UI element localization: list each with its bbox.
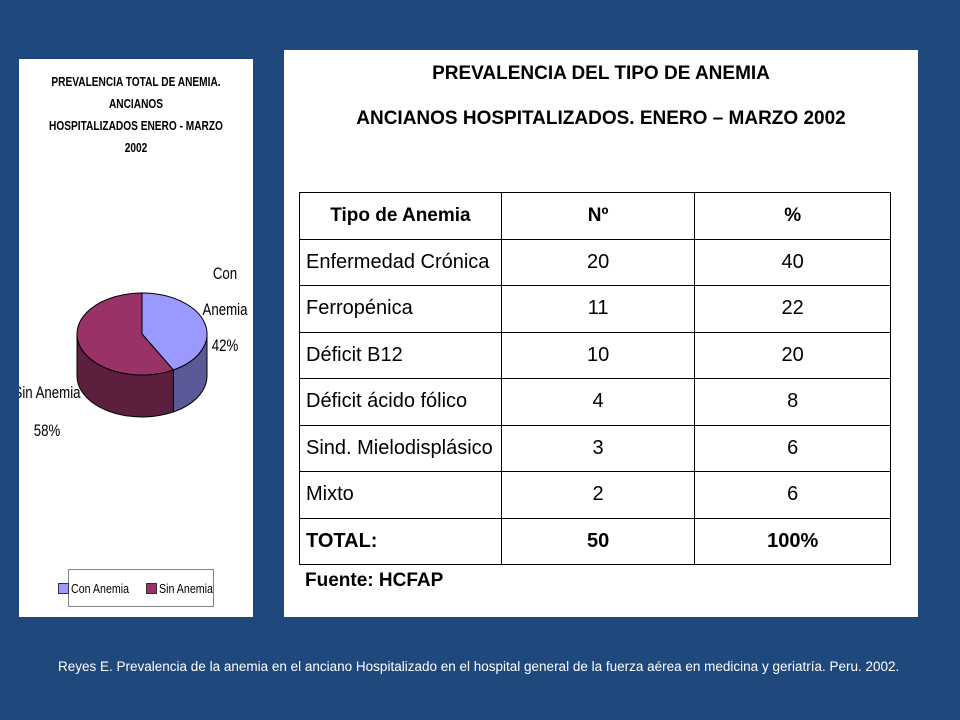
table-source: Fuente: HCFAP bbox=[305, 570, 444, 591]
cell-porcentaje: 40 bbox=[694, 238, 891, 286]
legend-label-con: Con Anemia bbox=[70, 580, 129, 596]
cell-numero: 11 bbox=[500, 285, 696, 333]
table-title-line-1: PREVALENCIA DEL TIPO DE ANEMIA bbox=[432, 63, 770, 84]
cell-numero: 20 bbox=[500, 238, 696, 286]
cell-porcentaje: 6 bbox=[694, 424, 891, 472]
table-row: Déficit ácido fólico 4 8 bbox=[299, 378, 891, 426]
table-row: Déficit B12 10 20 bbox=[299, 331, 891, 379]
header-tipo: Tipo de Anemia bbox=[299, 192, 502, 240]
cell-numero: 2 bbox=[500, 471, 696, 519]
legend-swatch-con bbox=[57, 582, 69, 594]
table-row: Sind. Mielodisplásico 3 6 bbox=[299, 424, 891, 472]
cell-porcentaje: 6 bbox=[694, 471, 891, 519]
table-row: Enfermedad Crónica 20 40 bbox=[299, 238, 891, 286]
header-numero: Nº bbox=[500, 192, 696, 240]
table-row: Mixto 2 6 bbox=[299, 471, 891, 519]
cell-total-numero: 50 bbox=[500, 517, 696, 565]
legend-swatch-sin bbox=[145, 582, 157, 594]
pie-title-line-2: HOSPITALIZADOS ENERO - MARZO 2002 bbox=[49, 118, 223, 155]
cell-total-porcentaje: 100% bbox=[694, 517, 891, 565]
legend-item-con-anemia: Con Anemia bbox=[57, 580, 142, 596]
pie-chart: Con Anemia 42% Sin Anemia 58% bbox=[19, 265, 248, 441]
pie-legend: Con Anemia Sin Anemia bbox=[57, 569, 214, 607]
anemia-type-table-panel: PREVALENCIA DEL TIPO DE ANEMIA ANCIANOS … bbox=[284, 50, 918, 617]
cell-tipo: Ferropénica bbox=[299, 285, 502, 333]
header-porcentaje: % bbox=[694, 192, 891, 240]
anemia-type-table: Tipo de Anemia Nº % Enfermedad Crónica 2… bbox=[299, 192, 891, 565]
legend-label-sin: Sin Anemia bbox=[158, 580, 213, 596]
cell-tipo: Déficit B12 bbox=[299, 331, 502, 379]
cell-porcentaje: 20 bbox=[694, 331, 891, 379]
table-total-row: TOTAL: 50 100% bbox=[299, 517, 891, 565]
label-sin-2: 58% bbox=[34, 422, 61, 441]
cell-tipo: Enfermedad Crónica bbox=[299, 238, 502, 286]
cell-numero: 4 bbox=[500, 378, 696, 426]
cell-total-label: TOTAL: bbox=[299, 517, 502, 565]
cell-tipo: Mixto bbox=[299, 471, 502, 519]
cell-numero: 10 bbox=[500, 331, 696, 379]
legend-item-sin-anemia: Sin Anemia bbox=[145, 580, 225, 596]
pie-title-line-1: PREVALENCIA TOTAL DE ANEMIA. ANCIANOS bbox=[51, 74, 221, 111]
label-con-1: Con bbox=[213, 265, 237, 284]
label-sin-1: Sin Anemia bbox=[19, 384, 81, 403]
cell-tipo: Déficit ácido fólico bbox=[299, 378, 502, 426]
cell-porcentaje: 22 bbox=[694, 285, 891, 333]
label-con-3: 42% bbox=[212, 337, 239, 356]
table-header-row: Tipo de Anemia Nº % bbox=[299, 192, 891, 240]
cell-numero: 3 bbox=[500, 424, 696, 472]
table-title-line-2: ANCIANOS HOSPITALIZADOS. ENERO – MARZO 2… bbox=[356, 108, 846, 129]
label-con-2: Anemia bbox=[203, 301, 248, 320]
cell-tipo: Sind. Mielodisplásico bbox=[299, 424, 502, 472]
pie-slice-con-anemia bbox=[141, 292, 208, 371]
table-row: Ferropénica 11 22 bbox=[299, 285, 891, 333]
citation-text: Reyes E. Prevalencia de la anemia en el … bbox=[58, 659, 900, 674]
cell-porcentaje: 8 bbox=[694, 378, 891, 426]
pie-chart-title: PREVALENCIA TOTAL DE ANEMIA. ANCIANOS HO… bbox=[45, 71, 228, 159]
pie-slice-sin-anemia bbox=[76, 292, 175, 376]
pie-chart-panel: PREVALENCIA TOTAL DE ANEMIA. ANCIANOS HO… bbox=[19, 59, 253, 617]
